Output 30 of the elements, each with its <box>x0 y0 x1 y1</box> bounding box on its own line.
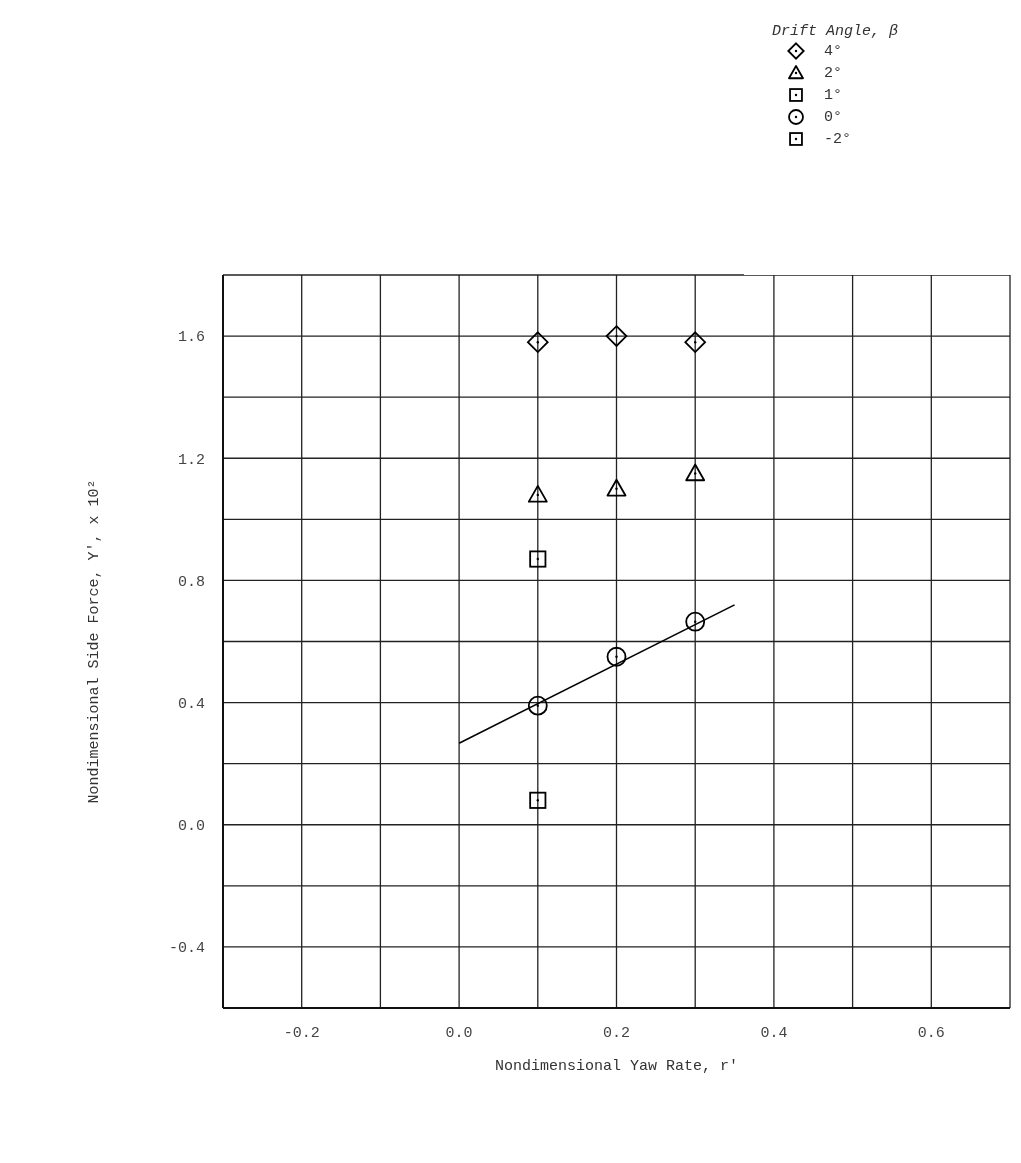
point <box>529 791 547 809</box>
legend-label: 2° <box>824 64 843 82</box>
legend-title: Drift Angle, β <box>771 23 900 40</box>
x-tick-label: 0.2 <box>602 1024 631 1042</box>
legend-label: 4° <box>824 42 843 60</box>
y-tick-label: 0.0 <box>177 818 205 836</box>
x-tick-label: -0.2 <box>283 1024 320 1042</box>
point <box>605 325 628 347</box>
y-tick-label: 1.2 <box>177 451 205 469</box>
point <box>684 331 706 353</box>
point <box>527 331 549 353</box>
legend-label: -2° <box>824 130 852 148</box>
point <box>685 611 706 632</box>
x-tick-label: 0.6 <box>917 1024 945 1042</box>
legend-label: 1° <box>824 86 843 104</box>
legend-label: 0° <box>824 108 843 126</box>
x-axis-title: Nondimensional Yaw Rate, r' <box>494 1058 739 1075</box>
point <box>527 695 548 716</box>
y-tick-label: 1.6 <box>177 329 205 347</box>
y-tick-label: -0.4 <box>168 940 205 958</box>
point <box>527 485 548 503</box>
y-axis-title: Nondimensional Side Force, Y', x 10² <box>86 479 104 804</box>
point <box>606 478 627 497</box>
point <box>606 646 627 667</box>
x-tick-label: 0.4 <box>760 1024 788 1042</box>
y-tick-label: 0.8 <box>177 573 205 591</box>
y-tick-label: 0.4 <box>177 695 205 713</box>
point <box>685 463 706 482</box>
point <box>529 550 547 568</box>
x-tick-label: 0.0 <box>445 1024 473 1042</box>
